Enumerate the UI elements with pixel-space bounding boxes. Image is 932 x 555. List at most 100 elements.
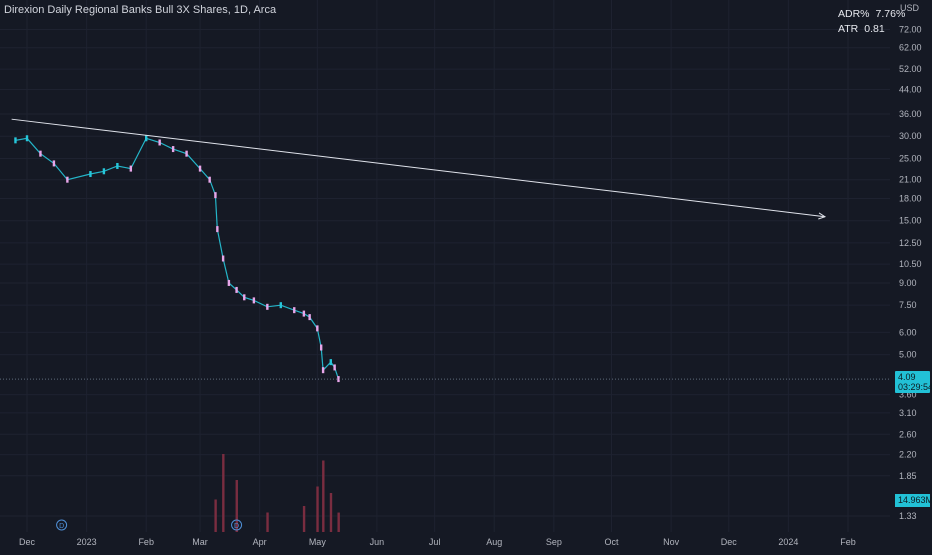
price-candle: [221, 255, 225, 262]
price-candle: [216, 226, 219, 233]
time-axis-tick: Aug: [486, 537, 502, 547]
price-axis-tick: 1.85: [899, 471, 917, 481]
indicator-adr-label: ADR%: [838, 8, 870, 20]
price-axis-tick: 3.60: [899, 390, 917, 400]
price-candle: [293, 307, 296, 314]
time-axis-tick: Apr: [253, 537, 267, 547]
time-axis-tick: Sep: [546, 537, 562, 547]
indicator-atr-value: 0.81: [864, 23, 885, 35]
price-axis-tick: 3.10: [899, 408, 917, 418]
dividend-marker: [56, 519, 68, 531]
price-candle: [39, 150, 42, 157]
price-axis-tick: 44.00: [899, 85, 922, 95]
time-axis-tick: Oct: [604, 537, 619, 547]
price-axis-tick: 7.50: [899, 300, 917, 310]
price-candle: [227, 279, 231, 286]
price-candle: [185, 150, 188, 157]
price-axis-tick: 25.00: [899, 153, 922, 163]
price-axis-tick: 36.00: [899, 109, 922, 119]
price-candle: [89, 171, 92, 178]
price-candle: [308, 314, 311, 321]
price-axis-tick: 15.00: [899, 216, 922, 226]
price-axis-tick: 52.00: [899, 64, 922, 74]
price-axis-tick: 30.00: [899, 131, 922, 141]
price-line: [15, 137, 340, 380]
price-candle: [158, 139, 161, 146]
dividend-marker-label: D: [59, 523, 64, 530]
time-axis-tick: 2023: [77, 537, 97, 547]
time-axis-tick: Mar: [192, 537, 208, 547]
price-candle: [316, 325, 319, 332]
price-candle: [279, 302, 282, 309]
volume-bar: [235, 480, 238, 532]
price-candle: [66, 176, 69, 183]
price-candle: [252, 297, 256, 304]
price-axis-tick: 62.00: [899, 43, 922, 53]
price-candle: [329, 359, 332, 366]
price-axis-tick: 2.60: [899, 429, 917, 439]
dividend-marker: [231, 519, 243, 531]
price-axis-tick: 6.00: [899, 327, 917, 337]
price-axis-tick: 5.00: [899, 350, 917, 360]
trendline: [11, 118, 825, 218]
indicator-adr-value: 7.76%: [875, 8, 906, 20]
volume-bar: [337, 512, 340, 532]
price-candle: [319, 344, 323, 351]
price-candle: [25, 135, 29, 142]
price-candle: [333, 364, 336, 371]
currency-label: USD: [900, 3, 920, 13]
dividend-marker-label: D: [234, 523, 239, 530]
price-candle: [116, 162, 119, 169]
price-axis-tick: 1.33: [899, 511, 917, 521]
price-axis-tick: 18.00: [899, 193, 922, 203]
volume-bar: [329, 493, 333, 532]
price-axis-tick: 72.00: [899, 25, 922, 35]
price-axis-tick: 9.00: [899, 278, 917, 288]
indicator-atr: ATR 0.81: [838, 22, 885, 37]
last-price-tag: 4.09 03:29:54: [895, 371, 932, 393]
indicator-panel: ADR% 7.76% ATR 0.81: [838, 7, 905, 37]
time-axis-tick: 2024: [778, 537, 798, 547]
price-candle: [321, 367, 325, 374]
bar-countdown: 03:29:54: [898, 382, 932, 392]
last-volume-tag: 14.963M: [895, 494, 932, 507]
time-axis-tick: May: [309, 537, 327, 547]
price-axis-tick: 10.50: [899, 259, 922, 269]
price-candle: [243, 294, 246, 301]
price-candle: [337, 376, 340, 383]
time-axis-tick: Dec: [721, 537, 738, 547]
price-candle: [214, 192, 217, 199]
time-axis-tick: Jun: [370, 537, 385, 547]
price-candle: [145, 135, 148, 142]
price-candle: [302, 310, 306, 317]
time-axis-tick: Feb: [840, 537, 856, 547]
price-candle: [208, 176, 211, 183]
volume-bar: [322, 460, 325, 532]
price-candle: [129, 165, 133, 172]
volume-bar: [316, 486, 319, 532]
price-candle: [52, 160, 56, 167]
price-candle: [198, 165, 202, 172]
volume-bar: [266, 512, 269, 532]
chart-title: Direxion Daily Regional Banks Bull 3X Sh…: [4, 4, 277, 16]
price-candle: [171, 146, 175, 153]
price-axis-tick: 12.50: [899, 238, 922, 248]
time-axis-tick: Dec: [19, 537, 36, 547]
time-axis-tick: Nov: [663, 537, 680, 547]
price-candle: [14, 137, 17, 144]
volume-bar: [302, 506, 306, 532]
price-candle: [235, 286, 238, 293]
time-axis-tick: Feb: [138, 537, 154, 547]
price-axis-tick: 21.00: [899, 175, 922, 185]
volume-bar: [214, 499, 217, 532]
price-axis-tick: 2.20: [899, 450, 917, 460]
volume-bar: [222, 454, 225, 532]
trendline-arrowhead: [818, 212, 827, 220]
price-candle: [102, 168, 106, 175]
last-price-value: 4.09: [898, 372, 916, 382]
price-candle: [266, 303, 269, 310]
indicator-atr-label: ATR: [838, 23, 859, 35]
time-axis-tick: Jul: [429, 537, 441, 547]
